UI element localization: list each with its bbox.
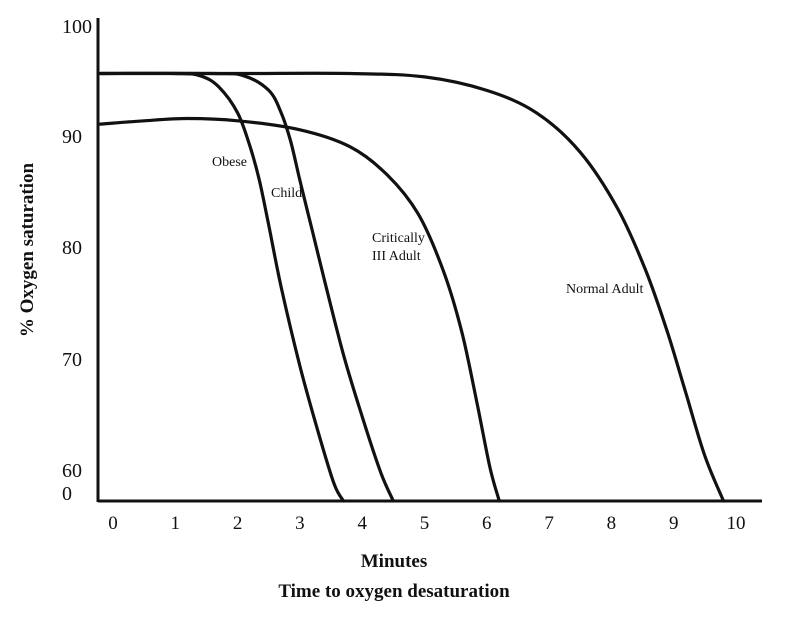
- y-axis-ticks: 100 90 80 70 60 0: [62, 16, 92, 505]
- x-tick-label: 3: [295, 513, 305, 534]
- x-axis-title: Minutes: [361, 551, 428, 572]
- series-labels: Obese Child Critically III Adult Normal …: [212, 155, 643, 297]
- y-axis-title: % Oxygen saturation: [17, 162, 38, 337]
- series-line-normal-adult: [98, 71, 726, 503]
- x-tick-label: 5: [420, 513, 430, 534]
- y-tick-label: 80: [62, 237, 82, 259]
- y-tick-label: 70: [62, 349, 82, 371]
- series-label-child: Child: [271, 186, 302, 201]
- y-tick-label: 0: [62, 483, 72, 505]
- series-label-critically-ill-adult-line1: Critically: [372, 231, 425, 246]
- x-tick-label: 1: [171, 513, 181, 534]
- x-tick-label: 9: [669, 513, 679, 534]
- series-label-obese: Obese: [212, 155, 247, 170]
- x-axis-ticks: 0 1 2 3 4 5 6 7 8 9 10: [108, 513, 745, 534]
- x-tick-label: 4: [357, 513, 367, 534]
- x-tick-label: 2: [233, 513, 243, 534]
- x-tick-label: 7: [544, 513, 554, 534]
- x-tick-label: 10: [727, 513, 746, 534]
- y-tick-label: 100: [62, 16, 92, 38]
- y-tick-label: 60: [62, 460, 82, 482]
- series-line-critically-ill-adult: [98, 116, 501, 503]
- x-axis-subtitle: Time to oxygen desaturation: [278, 581, 510, 602]
- x-tick-label: 8: [607, 513, 617, 534]
- series-label-normal-adult: Normal Adult: [566, 282, 643, 297]
- series-lines: [98, 71, 726, 503]
- series-line-obese: [98, 71, 346, 503]
- x-tick-label: 6: [482, 513, 492, 534]
- series-label-critically-ill-adult-line2: III Adult: [372, 249, 421, 264]
- y-tick-label: 90: [62, 126, 82, 148]
- x-tick-label: 0: [108, 513, 118, 534]
